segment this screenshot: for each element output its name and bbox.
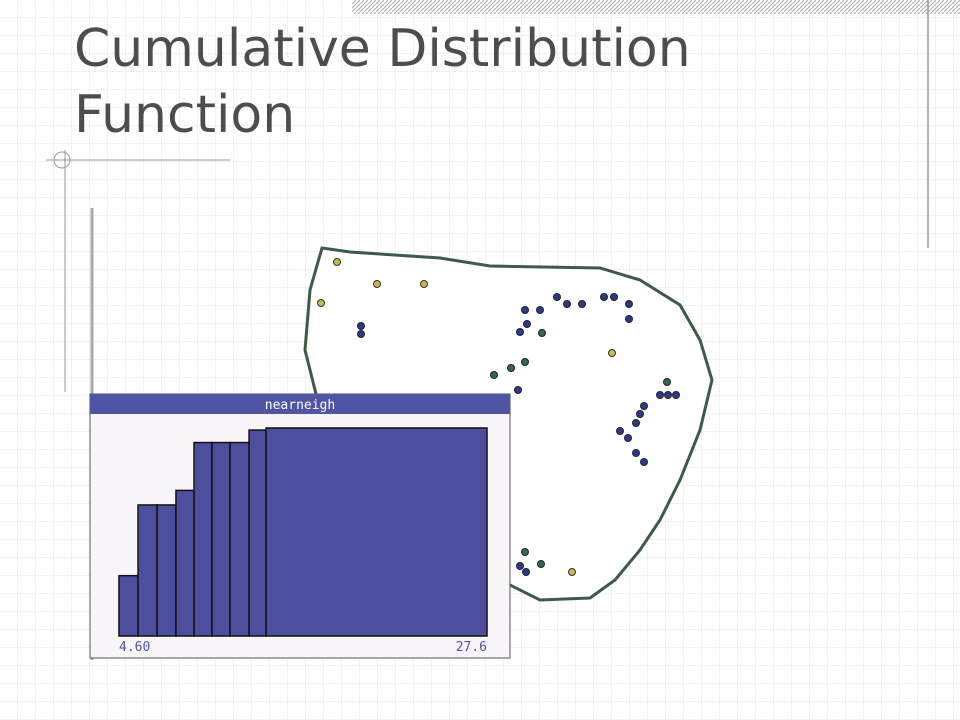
x-tick-label: 4.60 <box>119 640 150 655</box>
map-points <box>317 258 680 576</box>
bar <box>248 429 267 637</box>
bar <box>118 574 139 637</box>
bar <box>193 441 213 637</box>
title-line: Function <box>74 85 295 145</box>
header-strip <box>352 0 960 14</box>
bar <box>229 441 250 637</box>
slide-title: Cumulative Distribution Function <box>74 19 707 145</box>
bar <box>156 504 177 637</box>
bar <box>265 427 488 637</box>
x-tick-label: 27.6 <box>456 640 487 655</box>
bar <box>137 504 158 637</box>
title-line: Cumulative Distribution <box>74 19 691 79</box>
window-title: nearneigh <box>265 398 335 413</box>
bar <box>211 441 231 637</box>
window-titlebar <box>90 394 510 414</box>
bar <box>175 489 195 637</box>
